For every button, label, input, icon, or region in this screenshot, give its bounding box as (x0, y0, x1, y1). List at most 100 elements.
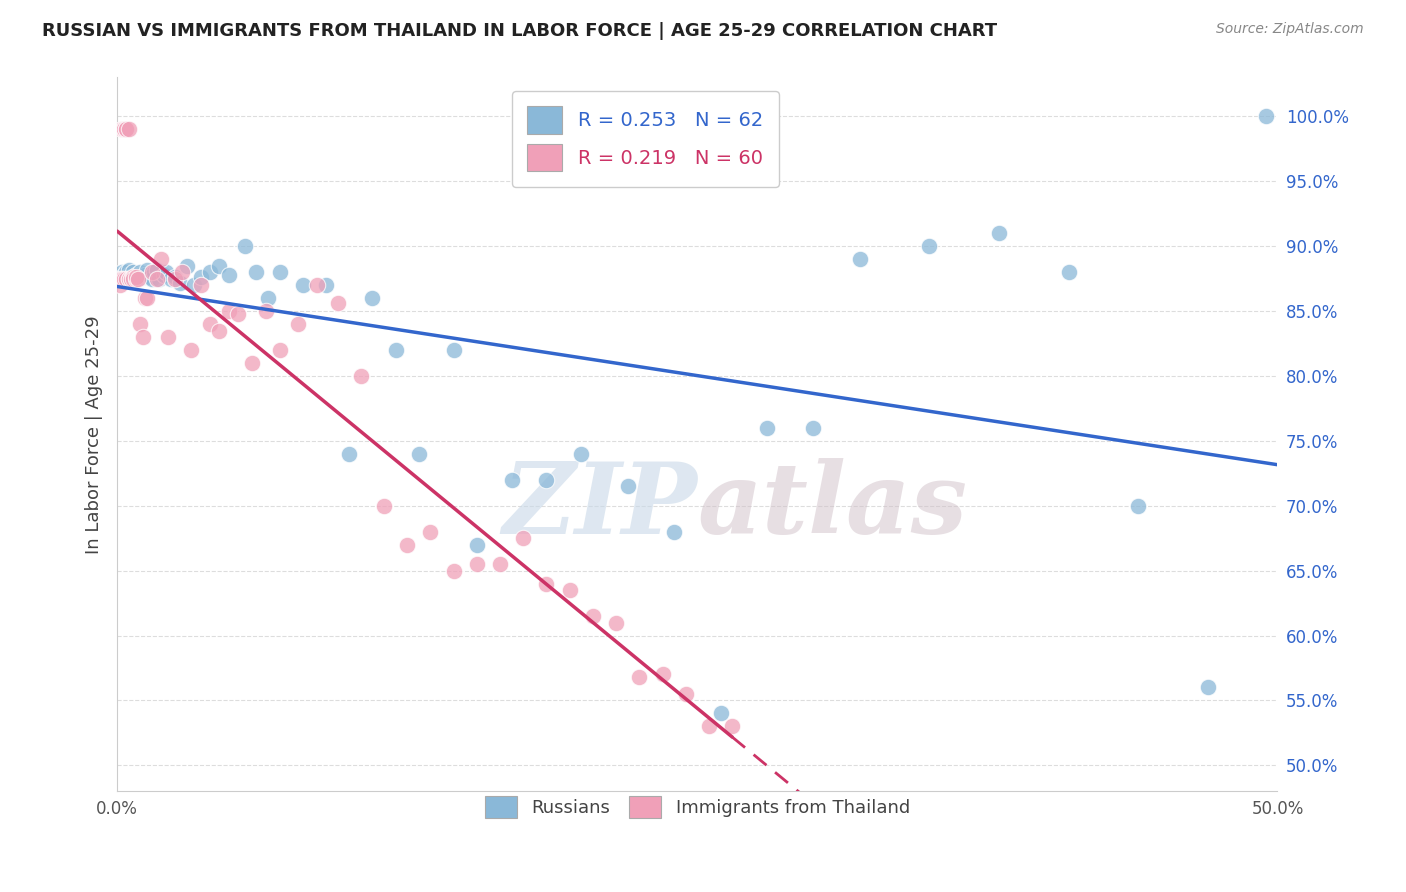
Point (628, 670, 651, 684)
Point (465, 557, 488, 571)
Point (125, 268, 148, 282)
Point (112, 271, 135, 285)
Point (408, 447, 430, 461)
Point (208, 324, 231, 338)
Point (122, 270, 145, 285)
Point (112, 122, 135, 136)
Point (755, 421, 778, 435)
Point (112, 271, 135, 285)
Point (108, 271, 131, 285)
Point (108, 271, 131, 285)
Point (569, 447, 592, 461)
Point (361, 291, 384, 305)
Point (127, 270, 149, 285)
Point (662, 524, 685, 539)
Point (384, 343, 406, 357)
Point (136, 291, 159, 305)
Point (512, 531, 534, 545)
Point (122, 271, 145, 285)
Point (125, 270, 148, 285)
Point (198, 317, 221, 331)
Point (208, 259, 231, 273)
Point (129, 265, 152, 279)
Point (337, 447, 360, 461)
Point (697, 719, 720, 733)
Point (132, 330, 155, 344)
Point (145, 262, 167, 277)
Point (169, 276, 191, 290)
Point (489, 557, 512, 571)
Point (112, 268, 135, 282)
Point (118, 271, 141, 285)
Point (709, 706, 731, 721)
Point (218, 268, 240, 282)
Point (443, 564, 465, 578)
Point (155, 265, 177, 279)
Point (122, 265, 145, 279)
Point (141, 271, 163, 285)
Point (257, 291, 280, 305)
Text: atlas: atlas (697, 458, 967, 554)
Point (1254, 109, 1277, 123)
Point (233, 239, 256, 253)
Point (143, 265, 166, 279)
Point (582, 609, 605, 624)
Point (501, 473, 523, 487)
Point (118, 122, 141, 136)
Point (801, 421, 824, 435)
Point (120, 271, 142, 285)
Point (127, 271, 149, 285)
Point (176, 259, 198, 273)
Point (396, 538, 419, 552)
Point (145, 271, 167, 285)
Point (132, 270, 155, 285)
Point (190, 270, 212, 285)
Point (373, 499, 395, 513)
Point (651, 667, 673, 681)
Text: Source: ZipAtlas.com: Source: ZipAtlas.com (1216, 22, 1364, 37)
Point (198, 265, 221, 279)
Point (536, 576, 558, 591)
Point (918, 239, 941, 253)
Point (305, 278, 328, 293)
Point (240, 356, 263, 370)
Point (118, 262, 141, 277)
Point (616, 479, 638, 493)
Point (1197, 681, 1219, 695)
Point (419, 524, 441, 539)
Point (291, 278, 314, 293)
Point (118, 268, 141, 282)
Point (111, 265, 134, 279)
Point (558, 583, 581, 598)
Point (675, 687, 697, 701)
Point (165, 271, 187, 285)
Point (180, 343, 202, 357)
Point (112, 122, 135, 136)
Point (245, 265, 267, 279)
Point (988, 226, 1011, 240)
Point (269, 265, 291, 279)
Point (218, 304, 240, 318)
Point (159, 271, 181, 285)
Point (183, 278, 205, 293)
Point (111, 271, 134, 285)
Point (254, 304, 277, 318)
Point (120, 270, 142, 285)
Point (136, 262, 159, 277)
Point (115, 270, 138, 285)
Point (287, 317, 309, 331)
Point (536, 473, 558, 487)
Point (125, 271, 148, 285)
Point (115, 265, 138, 279)
Point (120, 271, 142, 285)
Point (111, 122, 134, 136)
Point (118, 271, 141, 285)
Point (115, 122, 138, 136)
Point (134, 268, 156, 282)
Point (115, 122, 138, 136)
Point (165, 270, 187, 285)
Point (269, 343, 291, 357)
Point (326, 296, 349, 310)
Legend: Russians, Immigrants from Thailand: Russians, Immigrants from Thailand (478, 789, 917, 825)
Point (125, 271, 148, 285)
